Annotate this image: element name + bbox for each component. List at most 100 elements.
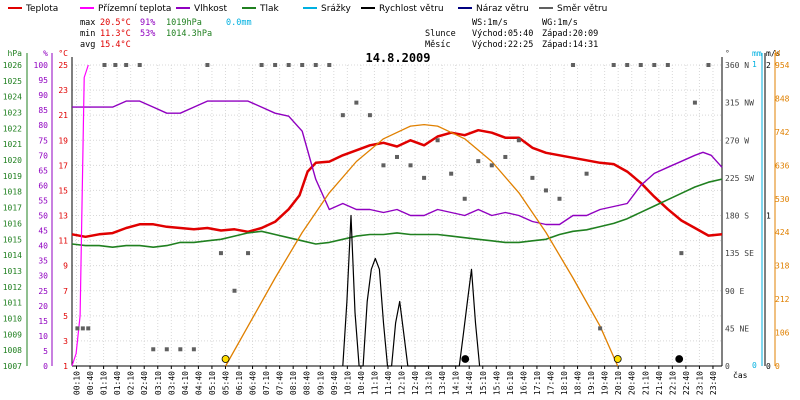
x-tick-label-10: 05:10 <box>208 371 217 395</box>
wind-dir-point-16 <box>273 63 278 67</box>
wind-dir-tick-2: 270 W <box>725 136 749 145</box>
max-hum: 91% <box>140 18 155 28</box>
avg-temp: 15.4°C <box>100 40 131 50</box>
wind-speed-unit: m/s <box>766 49 781 58</box>
humidity-tick-4: 80 <box>38 121 48 130</box>
humidity-tick-8: 60 <box>38 181 48 190</box>
x-tick-label-40: 20:10 <box>614 371 623 395</box>
x-tick-label-30: 15:10 <box>479 371 488 395</box>
x-tick-label-47: 23:40 <box>709 371 718 395</box>
wind-dir-point-33 <box>503 154 508 159</box>
x-tick-label-27: 13:40 <box>438 371 447 395</box>
pressure-tick-15: 1011 <box>3 299 22 308</box>
humidity-tick-6: 70 <box>38 151 48 160</box>
temperature-tick-12: 1 <box>63 362 68 371</box>
wind-speed-tick-0: 2 <box>766 61 771 70</box>
x-tick-label-22: 11:10 <box>370 371 379 395</box>
info-moon-rise: Východ:22:25 <box>472 40 533 50</box>
wind-dir-point-3 <box>102 63 107 67</box>
x-tick-label-8: 04:10 <box>181 371 190 395</box>
wind-dir-point-38 <box>571 63 576 67</box>
x-tick-label-25: 12:40 <box>411 371 420 395</box>
humidity-tick-11: 45 <box>38 227 48 236</box>
humidity-tick-16: 20 <box>38 302 48 311</box>
humidity-tick-10: 50 <box>38 212 48 221</box>
wind-dir-point-24 <box>381 163 386 168</box>
pressure-tick-11: 1015 <box>3 235 22 244</box>
rain-tick-1: 0 <box>752 361 757 370</box>
wind-dir-point-46 <box>679 251 684 256</box>
info-wg: WG:1m/s <box>542 18 578 28</box>
wind-dir-point-31 <box>476 159 481 164</box>
pressure-tick-12: 1014 <box>3 251 22 260</box>
humidity-tick-2: 90 <box>38 91 48 100</box>
wind-dir-point-43 <box>638 63 643 67</box>
x-tick-label-15: 07:40 <box>276 371 285 395</box>
x-tick-label-7: 03:40 <box>167 371 176 395</box>
max-press: 1019hPa <box>166 18 202 28</box>
wind-dir-tick-3: 225 SW <box>725 174 754 183</box>
wind-dir-point-19 <box>313 63 318 67</box>
pressure-tick-2: 1024 <box>3 93 22 102</box>
temperature-tick-0: 25 <box>58 61 68 70</box>
humidity-tick-9: 55 <box>38 196 48 205</box>
pressure-tick-19: 1007 <box>3 362 22 371</box>
wind-dir-point-30 <box>462 196 467 201</box>
temperature-tick-1: 23 <box>58 86 68 95</box>
wind-dir-point-41 <box>611 63 616 67</box>
max-label: max <box>80 18 95 28</box>
max-rain: 0.0mm <box>226 18 252 28</box>
wind-dir-point-40 <box>598 326 603 331</box>
x-tick-label-43: 21:40 <box>655 371 664 395</box>
pressure-unit: hPa <box>8 49 23 58</box>
humidity-tick-12: 40 <box>38 242 48 251</box>
temperature-tick-8: 9 <box>63 262 68 271</box>
temperature-tick-7: 11 <box>58 237 68 246</box>
wind-dir-point-36 <box>543 188 548 193</box>
humidity-tick-18: 10 <box>38 332 48 341</box>
solar-tick-6: 318 <box>775 262 790 271</box>
wind-dir-point-5 <box>124 63 129 67</box>
solar-unit: W <box>775 49 780 58</box>
x-tick-label-44: 22:10 <box>668 371 677 395</box>
info-sun-set: Západ:20:09 <box>542 29 598 39</box>
marker-moonrise <box>675 355 684 363</box>
wind-dir-point-27 <box>422 175 427 180</box>
x-tick-label-1: 00:40 <box>86 371 95 395</box>
wind-dir-point-39 <box>584 171 589 176</box>
solar-tick-9: 0 <box>775 362 780 371</box>
pressure-tick-3: 1023 <box>3 109 22 118</box>
x-tick-label-39: 19:40 <box>601 371 610 395</box>
x-tick-label-16: 08:10 <box>289 371 298 395</box>
x-tick-label-11: 05:40 <box>221 371 230 395</box>
series-6-wind-direction <box>75 63 711 352</box>
wind-dir-point-48 <box>706 63 711 67</box>
series-2-line <box>71 178 723 248</box>
wind-dir-point-1 <box>80 326 85 331</box>
pressure-tick-7: 1019 <box>3 172 22 181</box>
x-tick-label-19: 09:40 <box>330 371 339 395</box>
pressure-tick-6: 1020 <box>3 156 22 165</box>
legend-label-0: Teplota <box>25 4 58 14</box>
wind-dir-point-17 <box>286 63 291 67</box>
legend-label-1: Přízemní teplota <box>98 4 171 14</box>
solar-tick-7: 212 <box>775 295 790 304</box>
min-label: min <box>80 29 95 39</box>
wind-dir-tick-0: 360 N <box>725 61 749 70</box>
x-tick-label-28: 14:10 <box>452 371 461 395</box>
sun-moon-markers <box>221 355 684 363</box>
humidity-unit: % <box>43 49 48 58</box>
avg-label: avg <box>80 40 95 50</box>
temperature-tick-5: 15 <box>58 186 68 195</box>
x-tick-label-41: 20:40 <box>628 371 637 395</box>
info-ws: WS:1m/s <box>472 18 508 28</box>
wind-dir-point-14 <box>246 251 251 256</box>
marker-sunset <box>613 355 622 363</box>
wind-dir-point-47 <box>692 100 697 105</box>
pressure-tick-16: 1010 <box>3 314 22 323</box>
wind-dir-point-7 <box>151 347 156 352</box>
humidity-tick-5: 75 <box>38 136 48 145</box>
wind-dir-tick-1: 315 NW <box>725 99 754 108</box>
temperature-tick-3: 19 <box>58 136 68 145</box>
